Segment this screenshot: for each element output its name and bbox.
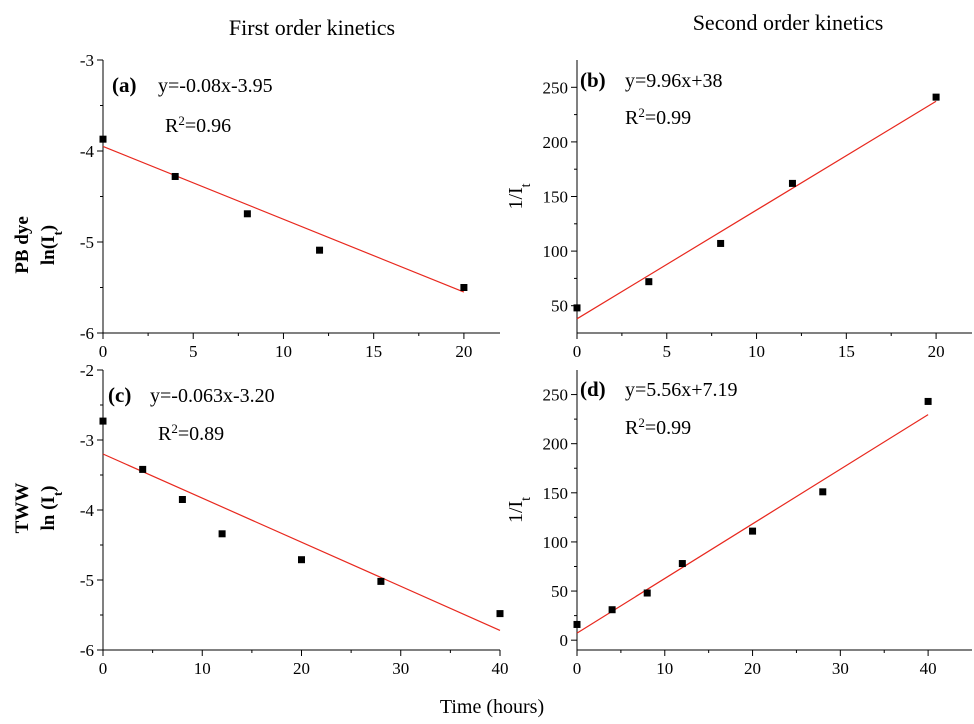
y-tick-label: 200 <box>543 435 569 454</box>
data-point <box>924 397 932 405</box>
panel-b: 50 100 150 200 250 0 5 10 15 20 (b) y=9.96x+38 R2=0.… <box>505 60 972 361</box>
panel-d: 0 50 100 150 200 250 0 10 20 30 40 (d) y=5.56x+7.19 R… <box>505 370 972 678</box>
y-tick-label: 0 <box>560 631 569 650</box>
panel-label: (c) <box>108 383 131 407</box>
data-point <box>678 560 686 568</box>
data-point <box>788 179 796 187</box>
x-tick-label: 20 <box>293 659 310 678</box>
panel-label: (b) <box>580 68 606 92</box>
y-tick-label: 100 <box>543 533 569 552</box>
r-squared: R2=0.99 <box>625 105 691 130</box>
data-point <box>178 496 186 503</box>
y-tick-label: -5 <box>80 571 94 590</box>
x-tick-label: 40 <box>920 659 937 678</box>
data-point <box>377 577 385 585</box>
y-tick-label: 150 <box>543 188 569 207</box>
second-order-title: Second order kinetics <box>693 10 884 35</box>
data-point <box>298 556 305 564</box>
x-tick-label: 0 <box>573 659 582 678</box>
data-point <box>99 417 107 425</box>
x-tick-label: 15 <box>365 342 382 361</box>
row-label-pb-dye-axis: ln(It) <box>38 225 65 265</box>
x-tick-label: 0 <box>99 659 108 678</box>
row-label-pb-dye: PB dye ln(It) <box>12 216 65 274</box>
fit-equation: y=5.56x+7.19 <box>625 379 738 401</box>
x-tick-label: 5 <box>189 342 198 361</box>
x-tick-label: 10 <box>194 659 211 678</box>
r-squared: R2=0.96 <box>165 113 231 138</box>
r-squared: R2=0.99 <box>625 415 691 440</box>
y-tick-label: -2 <box>80 361 94 380</box>
x-tick-label: 0 <box>573 342 582 361</box>
x-tick-label: 15 <box>838 342 855 361</box>
x-tick-label: 5 <box>663 342 672 361</box>
data-point <box>932 93 940 101</box>
data-point <box>316 246 324 254</box>
data-point <box>643 589 651 597</box>
r-squared: R2=0.89 <box>158 421 224 446</box>
panel-c: -6 -5 -4 -3 -2 0 10 20 30 40 (c) y=-0.063x-3.20 R2=0… <box>80 361 509 678</box>
fit-line <box>576 100 937 320</box>
y-tick-label: -6 <box>80 324 94 343</box>
y-tick-label: -5 <box>80 233 94 252</box>
x-tick-label: 0 <box>99 342 108 361</box>
data-point <box>573 620 581 628</box>
panel-label: (d) <box>580 377 606 401</box>
y-axis-title: 1/It <box>505 183 534 209</box>
data-point <box>218 530 226 538</box>
data-point <box>99 135 107 143</box>
fit-equation: y=-0.08x-3.95 <box>158 75 273 97</box>
data-point <box>717 239 725 247</box>
data-point <box>645 278 653 286</box>
panel-a: -6 -5 -4 -3 0 5 10 15 20 (a) y=-0.08x-3.95 R2=0.96 <box>80 51 500 361</box>
row-label-pb-dye-title: PB dye <box>12 216 33 274</box>
data-point <box>171 172 179 180</box>
data-point <box>460 284 468 291</box>
y-tick-label: -6 <box>80 641 94 660</box>
x-tick-label: 20 <box>455 342 472 361</box>
data-point <box>749 527 757 535</box>
y-tick-label: 250 <box>543 386 569 405</box>
x-axis-title: Time (hours) <box>440 696 544 718</box>
y-tick-label: 150 <box>543 484 569 503</box>
y-tick-label: 100 <box>543 242 569 261</box>
fit-line <box>102 453 501 631</box>
x-tick-label: 20 <box>928 342 945 361</box>
data-point <box>573 304 581 312</box>
y-axis-title: 1/It <box>505 497 534 523</box>
x-tick-label: 10 <box>656 659 673 678</box>
y-tick-label: -3 <box>80 431 94 450</box>
x-tick-label: 10 <box>748 342 765 361</box>
row-label-tww-title: TWW <box>12 483 33 534</box>
panel-label: (a) <box>112 73 137 97</box>
y-tick-label: 200 <box>543 133 569 152</box>
fit-line <box>102 145 465 293</box>
data-point <box>496 610 504 618</box>
data-point <box>243 210 251 218</box>
fit-equation: y=-0.063x-3.20 <box>150 385 275 407</box>
y-tick-label: -3 <box>80 51 94 70</box>
data-point <box>139 465 147 473</box>
y-tick-label: -4 <box>80 501 95 520</box>
x-tick-label: 30 <box>832 659 849 678</box>
y-tick-label: 50 <box>551 297 568 316</box>
x-tick-label: 10 <box>275 342 292 361</box>
x-tick-label: 20 <box>744 659 761 678</box>
x-tick-label: 30 <box>392 659 409 678</box>
y-tick-label: -4 <box>80 142 95 161</box>
fit-equation: y=9.96x+38 <box>625 70 723 92</box>
y-tick-label: 250 <box>543 78 569 97</box>
data-point <box>608 606 616 614</box>
y-tick-label: 50 <box>551 582 568 601</box>
fit-line <box>576 414 929 634</box>
data-point <box>819 488 827 496</box>
first-order-title: First order kinetics <box>229 15 395 40</box>
x-tick-label: 40 <box>492 659 509 678</box>
row-label-tww: TWW ln (It) <box>12 483 65 534</box>
row-label-tww-axis: ln (It) <box>38 486 65 531</box>
